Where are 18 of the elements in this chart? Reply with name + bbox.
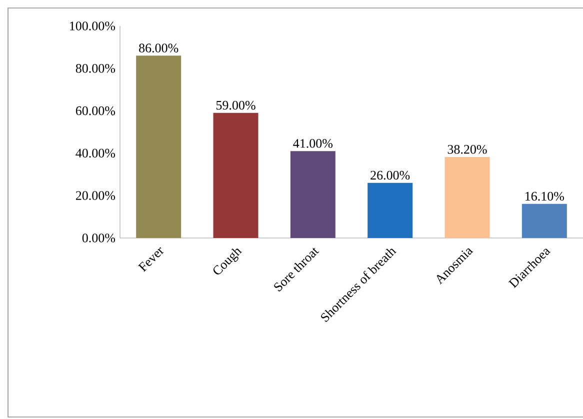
y-tick-label: 80.00% [76, 64, 116, 73]
y-tick-label: 0.00% [82, 234, 116, 242]
y-tick-label: 20.00% [76, 191, 116, 200]
bar [444, 157, 490, 238]
data-label: 41.00% [293, 139, 333, 148]
y-tick-label: 100.00% [70, 22, 116, 30]
data-label: 59.00% [216, 100, 256, 110]
data-label: 16.10% [526, 192, 564, 201]
data-label: 26.00% [370, 170, 410, 180]
y-tick-label: 60.00% [76, 106, 116, 116]
data-label: 38.20% [448, 144, 487, 154]
bar [213, 112, 258, 238]
y-tick-label: 40.00% [76, 148, 116, 158]
bar [290, 151, 336, 238]
bar [136, 56, 182, 238]
bar [522, 204, 567, 238]
data-label: 86.00% [139, 44, 178, 52]
bar [368, 182, 413, 238]
